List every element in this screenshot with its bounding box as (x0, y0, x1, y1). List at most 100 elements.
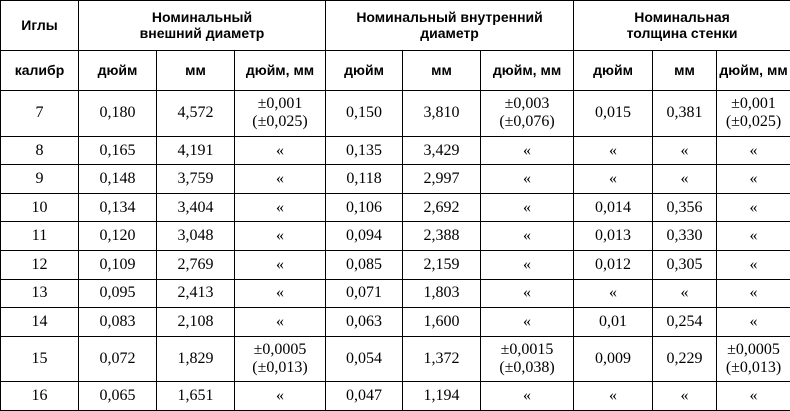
cell-outer-mm: 2,769 (156, 249, 235, 280)
cell-outer-tolerance: « (233, 249, 327, 280)
table-row: 15 0,072 1,829 ±0,0005 (±0,013) 0,054 1,372 ±0… (0, 335, 790, 383)
header-wall-mm: мм (652, 50, 718, 91)
cell-inner-mm: 2,159 (402, 249, 482, 280)
cell-outer-mm: 2,413 (156, 278, 235, 309)
cell-outer-mm: 3,404 (156, 192, 235, 223)
cell-outer-inch: 0,134 (78, 192, 157, 223)
cell-wall-mm: 0,254 (652, 307, 718, 337)
cell-outer-tolerance: « (233, 164, 327, 194)
cell-wall-tolerance: « (716, 135, 790, 166)
cell-wall-mm: 0,356 (652, 192, 718, 223)
cell-outer-mm: 1,829 (156, 335, 235, 383)
table-row: 8 0,165 4,191 «0,135 3,429 «««« (0, 135, 790, 166)
cell-inner-tolerance: ±0,0015 (±0,038) (480, 335, 575, 383)
cell-wall-mm: « (652, 164, 718, 194)
cell-gauge: 7 (0, 90, 79, 137)
cell-inner-mm: 1,372 (402, 335, 482, 383)
cell-inner-inch: 0,071 (325, 278, 404, 309)
cell-gauge: 9 (0, 164, 79, 194)
cell-gauge: 16 (0, 381, 79, 411)
cell-gauge: 14 (0, 307, 79, 337)
header-inner-diameter: Номинальный внутренний диаметр (325, 0, 575, 51)
cell-inner-inch: 0,063 (325, 307, 404, 337)
cell-wall-tolerance: ±0,001 (±0,025) (716, 90, 790, 137)
cell-outer-inch: 0,095 (78, 278, 157, 309)
cell-wall-mm: 0,330 (652, 221, 718, 251)
cell-inner-inch: 0,118 (325, 164, 404, 194)
header-outer-mm: мм (156, 50, 235, 91)
cell-inner-mm: 1,803 (402, 278, 482, 309)
header-outer-diameter: Номинальный внешний диаметр (77, 0, 327, 51)
cell-outer-tolerance: « (233, 192, 327, 223)
cell-gauge: 11 (0, 221, 79, 251)
cell-inner-mm: 3,810 (402, 90, 482, 137)
cell-gauge: 8 (0, 135, 79, 166)
table-row: 16 0,065 1,651 «0,047 1,194 «««« (0, 381, 790, 411)
table-row: 11 0,120 3,048 «0,094 2,388 «0,013 0,330 « (0, 221, 790, 251)
cell-inner-tolerance: « (480, 221, 575, 251)
cell-inner-inch: 0,106 (325, 192, 404, 223)
cell-outer-mm: 3,048 (156, 221, 235, 251)
cell-inner-mm: 2,692 (402, 192, 482, 223)
cell-outer-tolerance: « (233, 307, 327, 337)
header-inner-tolerance: дюйм, мм (480, 50, 575, 91)
cell-wall-mm: 0,381 (652, 90, 718, 137)
cell-wall-inch: « (573, 381, 654, 411)
cell-wall-inch: 0,009 (573, 335, 654, 383)
cell-outer-tolerance: ±0,0005 (±0,013) (233, 335, 327, 383)
cell-outer-inch: 0,065 (78, 381, 157, 411)
cell-wall-inch: « (573, 135, 654, 166)
cell-wall-inch: 0,01 (573, 307, 654, 337)
cell-inner-inch: 0,085 (325, 249, 404, 280)
header-gauge: калибр (0, 50, 79, 91)
header-outer-inch: дюйм (78, 50, 157, 91)
cell-wall-tolerance: « (716, 307, 790, 337)
header-needles: Иглы (0, 0, 79, 51)
header-wall-tolerance: дюйм, мм (716, 50, 790, 91)
table-body: 7 0,180 4,572 ±0,001 (±0,025) 0,150 3,810 ±0,0… (0, 90, 790, 411)
cell-inner-tolerance: « (480, 381, 575, 411)
table-row: 13 0,095 2,413 «0,071 1,803 «««« (0, 278, 790, 309)
cell-wall-inch: 0,013 (573, 221, 654, 251)
cell-wall-inch: 0,014 (573, 192, 654, 223)
table-row: 14 0,083 2,108 «0,063 1,600 «0,01 0,254 « (0, 307, 790, 337)
cell-outer-tolerance: « (233, 135, 327, 166)
cell-inner-tolerance: « (480, 249, 575, 280)
cell-wall-tolerance: « (716, 164, 790, 194)
cell-wall-mm: « (652, 278, 718, 309)
header-row-top: Иглы Номинальный внешний диаметр Номинал… (0, 0, 790, 51)
cell-wall-tolerance: « (716, 278, 790, 309)
header-outer-tolerance: дюйм, мм (233, 50, 327, 91)
cell-outer-mm: 3,759 (156, 164, 235, 194)
cell-outer-inch: 0,148 (78, 164, 157, 194)
cell-wall-mm: 0,305 (652, 249, 718, 280)
cell-outer-mm: 4,572 (156, 90, 235, 137)
cell-wall-mm: « (652, 381, 718, 411)
cell-inner-tolerance: « (480, 278, 575, 309)
cell-inner-inch: 0,150 (325, 90, 404, 137)
cell-outer-mm: 4,191 (156, 135, 235, 166)
cell-outer-inch: 0,072 (78, 335, 157, 383)
cell-inner-tolerance: « (480, 192, 575, 223)
table-row: 7 0,180 4,572 ±0,001 (±0,025) 0,150 3,810 ±0,0… (0, 90, 790, 137)
cell-outer-inch: 0,165 (78, 135, 157, 166)
cell-wall-tolerance: « (716, 249, 790, 280)
cell-inner-tolerance: ±0,003 (±0,076) (480, 90, 575, 137)
cell-inner-tolerance: « (480, 307, 575, 337)
cell-inner-inch: 0,094 (325, 221, 404, 251)
cell-inner-inch: 0,135 (325, 135, 404, 166)
cell-gauge: 15 (0, 335, 79, 383)
cell-gauge: 12 (0, 249, 79, 280)
cell-inner-mm: 2,388 (402, 221, 482, 251)
cell-wall-inch: « (573, 278, 654, 309)
cell-outer-inch: 0,180 (78, 90, 157, 137)
cell-gauge: 13 (0, 278, 79, 309)
header-inner-mm: мм (402, 50, 482, 91)
cell-inner-mm: 1,600 (402, 307, 482, 337)
cell-outer-tolerance: ±0,001 (±0,025) (233, 90, 327, 137)
cell-inner-tolerance: « (480, 164, 575, 194)
table-row: 9 0,148 3,759 «0,118 2,997 «««« (0, 164, 790, 194)
table-row: 12 0,109 2,769 «0,085 2,159 «0,012 0,305 « (0, 249, 790, 280)
cell-outer-inch: 0,120 (78, 221, 157, 251)
